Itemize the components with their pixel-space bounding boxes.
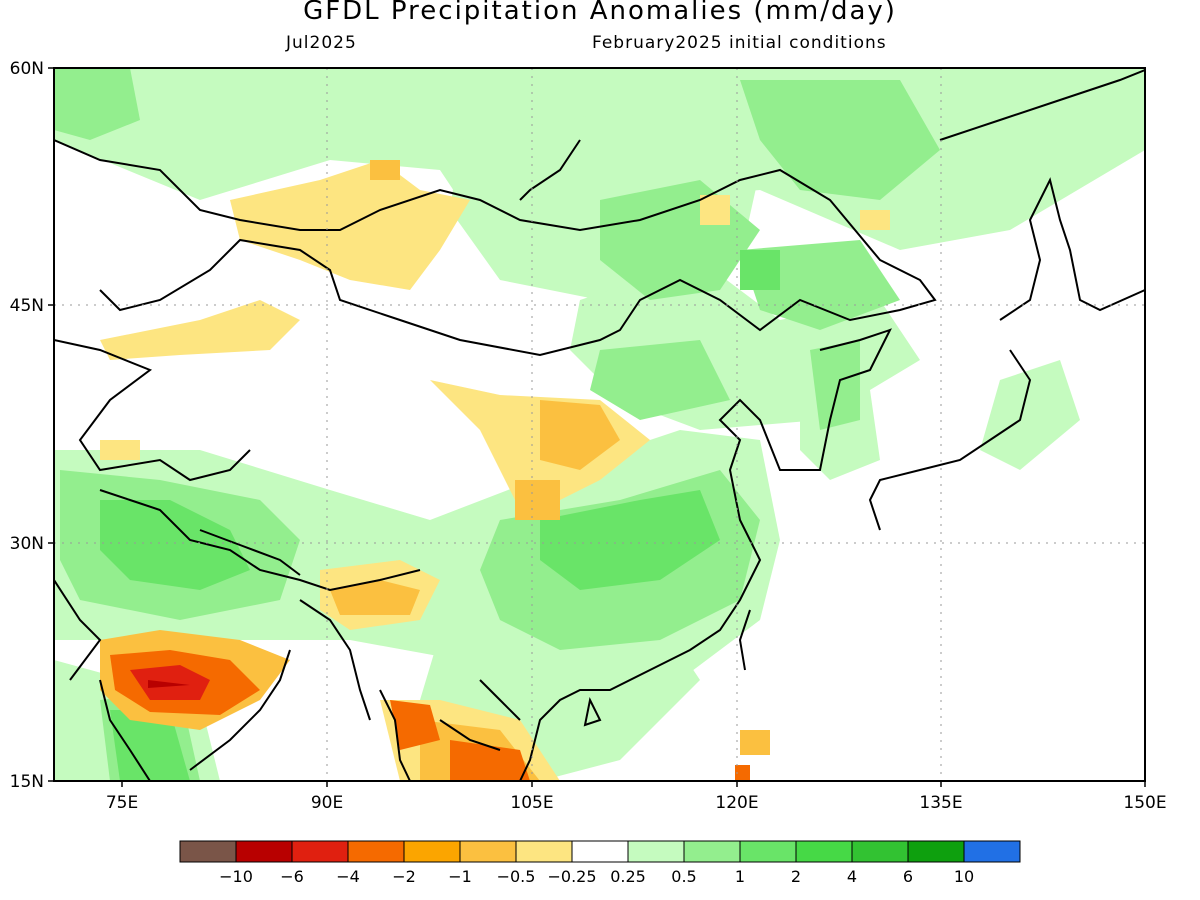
legend-label: −6 [280, 867, 304, 886]
boundaries [54, 69, 1145, 781]
legend-swatch [235, 840, 293, 863]
lon-label: 75E [106, 793, 138, 813]
legend-swatch [795, 840, 853, 863]
legend-swatch [571, 840, 629, 863]
lon-label: 105E [510, 793, 553, 813]
legend-label: 1 [735, 867, 745, 886]
legend-swatch [739, 840, 797, 863]
legend-swatch [963, 840, 1021, 863]
legend-label: 6 [903, 867, 913, 886]
map-title: GFDL Precipitation Anomalies (mm/day) [303, 0, 897, 26]
legend-label: 2 [791, 867, 801, 886]
lon-label: 90E [311, 793, 343, 813]
legend-label: 0.5 [671, 867, 696, 886]
legend-label: −0.5 [497, 867, 536, 886]
lat-label: 30N [10, 534, 44, 554]
legend-swatch [515, 840, 573, 863]
legend-label: −2 [392, 867, 416, 886]
legend-label: −4 [336, 867, 360, 886]
legend-swatch [291, 840, 349, 863]
lon-label: 120E [715, 793, 758, 813]
legend-label: −1 [448, 867, 472, 886]
legend-swatch [347, 840, 405, 863]
legend-label: −0.25 [547, 867, 596, 886]
legend-label: 0.25 [610, 867, 646, 886]
legend-swatch [683, 840, 741, 863]
negative-anomaly-extreme [148, 680, 190, 688]
legend-swatch [627, 840, 685, 863]
lat-labels: 60N 45N 30N 15N [10, 59, 44, 792]
legend-label: 4 [847, 867, 857, 886]
negative-anomaly-very-strong [130, 665, 210, 700]
lon-labels: 75E 90E 105E 120E 135E 150E [106, 793, 1167, 813]
legend-swatch [907, 840, 965, 863]
legend-swatch [403, 840, 461, 863]
legend-swatch [179, 840, 237, 863]
lat-label: 15N [10, 772, 44, 792]
legend-label: −10 [219, 867, 253, 886]
initial-conditions-label: February2025 initial conditions [592, 33, 887, 53]
legend-swatch [459, 840, 517, 863]
valid-month-label: Jul2025 [286, 33, 357, 53]
legend-swatch [851, 840, 909, 863]
color-legend: −10 −6 −4 −2 −1 −0.5 −0.25 0.25 0.5 1 2 4 6 10 [179, 840, 1021, 886]
legend-label: 10 [954, 867, 974, 886]
lat-label: 60N [10, 59, 44, 79]
lon-label: 150E [1123, 793, 1166, 813]
lat-label: 45N [10, 296, 44, 316]
axis-ticks [48, 67, 1146, 787]
anomaly-field [54, 68, 1145, 781]
graticule [54, 68, 1145, 781]
map-frame [53, 67, 1146, 782]
positive-anomaly-strong [100, 250, 780, 781]
lon-label: 135E [919, 793, 962, 813]
